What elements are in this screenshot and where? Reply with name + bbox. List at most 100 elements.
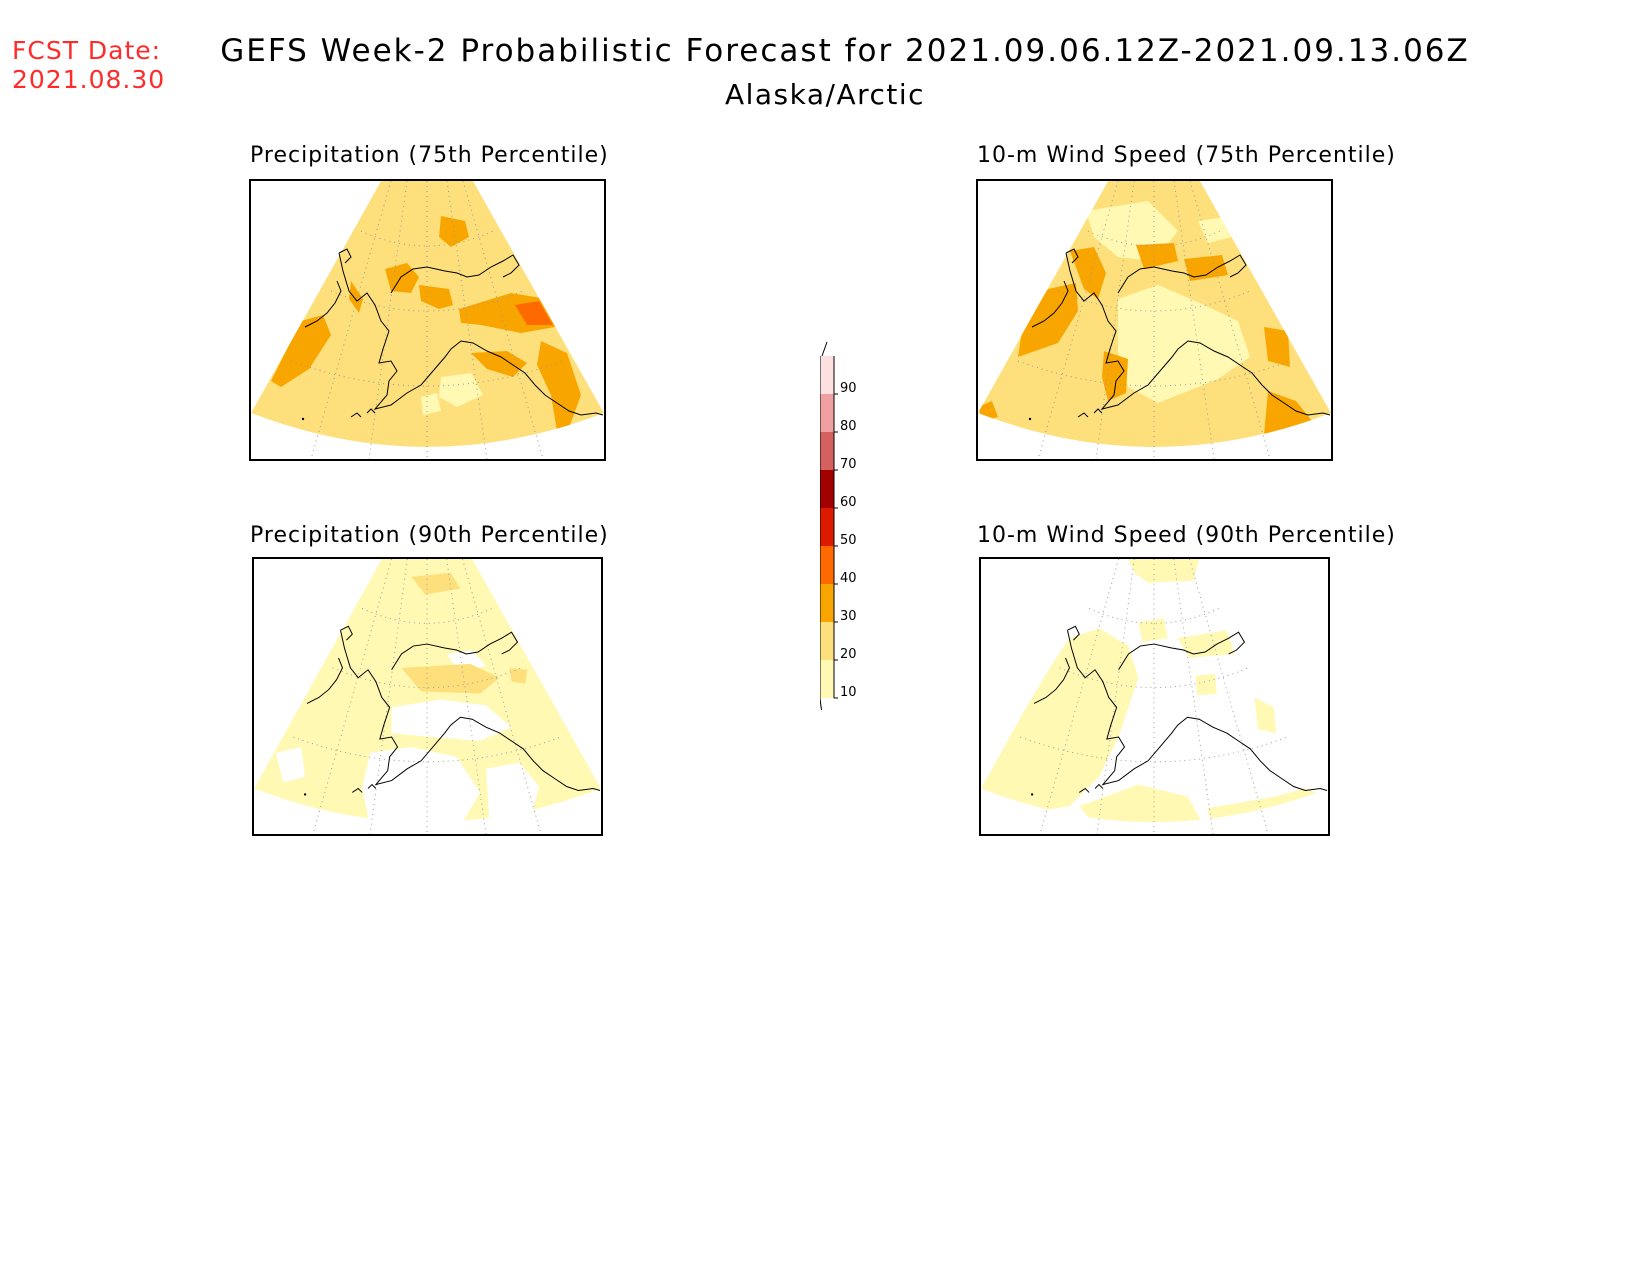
fill-30-blob — [1136, 243, 1178, 269]
coastline — [1031, 248, 1331, 418]
fill-30-blob — [1102, 351, 1128, 401]
coastline-islands — [350, 408, 376, 418]
longitude-line — [446, 559, 487, 834]
region-subtitle: Alaska/Arctic — [724, 78, 926, 111]
fill-10-blob — [1207, 788, 1326, 823]
coastline-islands — [352, 783, 377, 793]
fill-10-blob — [1177, 630, 1235, 658]
map-panel-wind-90 — [979, 557, 1330, 836]
island-dot — [1030, 793, 1034, 796]
latitude-line — [1088, 608, 1220, 624]
colorbar-swatch — [820, 546, 834, 584]
map-wind-90 — [981, 559, 1328, 834]
colorbar-swatch — [820, 508, 834, 546]
fill-30-blob — [1264, 327, 1290, 367]
page-title: GEFS Week-2 Probabilistic Forecast for 2… — [220, 33, 1470, 69]
colorbar-swatch — [820, 356, 834, 394]
fill-30-blob — [1070, 247, 1106, 299]
panel-title-precip-90: Precipitation (90th Percentile) — [250, 523, 609, 548]
coastline-north — [1117, 254, 1247, 294]
fill-10-blob — [421, 393, 441, 415]
fill-10-blob — [1198, 217, 1232, 243]
colorbar-swatch — [820, 660, 834, 698]
forecast-date: FCST Date: 2021.08.30 — [12, 36, 165, 94]
fill-20-base — [251, 181, 604, 447]
colorbar-swatch — [820, 622, 834, 660]
longitude-line — [1173, 181, 1215, 459]
panel-title-wind-75: 10-m Wind Speed (75th Percentile) — [977, 143, 1396, 168]
colorbar-label: 20 — [840, 647, 857, 662]
graticule — [1017, 181, 1291, 459]
forecast-date-label: FCST Date: — [12, 36, 162, 65]
colorbar-bottom-tip — [820, 697, 823, 710]
colorbar-label: 60 — [840, 495, 857, 510]
coastline-south — [1067, 630, 1328, 791]
island-dot — [301, 417, 305, 421]
latitude-line — [360, 230, 494, 247]
coastline-islands — [1077, 408, 1103, 418]
no-fill-area — [362, 746, 481, 823]
fill-10-blob — [1079, 784, 1208, 823]
shaded-field — [251, 181, 604, 447]
panel-title-precip-75: Precipitation (75th Percentile) — [250, 143, 609, 168]
longitude-line — [446, 181, 488, 459]
fill-30-blob — [1264, 391, 1312, 443]
coastline-north — [390, 254, 520, 294]
coastline-south — [1065, 252, 1331, 416]
colorbar-swatch — [820, 584, 834, 622]
fill-20-blob — [411, 572, 461, 595]
fill-10-blob — [981, 628, 1139, 815]
island-dot — [303, 793, 307, 796]
fill-10-blob — [439, 373, 483, 407]
coastline-west — [1033, 625, 1080, 704]
colorbar-top-tip — [821, 341, 828, 357]
shaded-field — [978, 181, 1331, 447]
map-precip-75 — [251, 181, 604, 459]
map-wind-75 — [978, 181, 1331, 459]
map-panel-precip-90 — [252, 557, 603, 836]
fill-10-blob — [1138, 618, 1168, 643]
graticule — [1020, 559, 1288, 834]
coastline-north — [391, 631, 519, 671]
map-precip-90 — [254, 559, 601, 834]
longitude-line — [368, 181, 408, 459]
fill-10-blob — [1128, 559, 1200, 583]
latitude-line — [1087, 230, 1221, 247]
coastline-west — [1031, 248, 1079, 328]
map-panel-wind-75 — [976, 179, 1333, 461]
fill-30-blob — [471, 351, 527, 377]
no-fill-area — [391, 699, 512, 742]
colorbar-swatch — [820, 470, 834, 508]
colorbar-label: 50 — [840, 533, 857, 548]
fill-40-blob — [515, 301, 553, 325]
fill-30-blob — [349, 281, 363, 313]
fill-10-blob — [1195, 673, 1217, 696]
longitude-line — [369, 559, 408, 834]
coastline-west — [304, 248, 352, 328]
forecast-date-value: 2021.08.30 — [12, 65, 166, 94]
coastline-south — [338, 252, 604, 416]
fill-20-blob — [401, 663, 500, 694]
panel-title-wind-90: 10-m Wind Speed (90th Percentile) — [977, 523, 1396, 548]
fill-30-blob — [271, 315, 331, 387]
colorbar-legend: 10 20 30 40 50 60 70 80 90 — [820, 341, 857, 710]
fill-10-blob — [1254, 697, 1276, 734]
map-panel-precip-75 — [249, 179, 606, 461]
longitude-line — [1173, 559, 1214, 834]
colorbar-label: 80 — [840, 419, 857, 434]
coastline — [306, 625, 601, 793]
colorbar-label: 70 — [840, 457, 857, 472]
no-fill-area — [275, 746, 306, 783]
coastline — [304, 248, 604, 418]
colorbar-swatch — [820, 394, 834, 432]
colorbar-label: 10 — [840, 685, 857, 700]
fill-20-blob — [509, 667, 528, 684]
graticule — [293, 559, 561, 834]
shaded-field — [254, 559, 601, 823]
longitude-line — [1188, 559, 1269, 834]
coastline-west — [306, 625, 353, 704]
longitude-line — [1096, 559, 1135, 834]
latitude-line — [361, 608, 493, 624]
colorbar-label: 90 — [840, 381, 857, 396]
longitude-line — [1095, 181, 1135, 459]
